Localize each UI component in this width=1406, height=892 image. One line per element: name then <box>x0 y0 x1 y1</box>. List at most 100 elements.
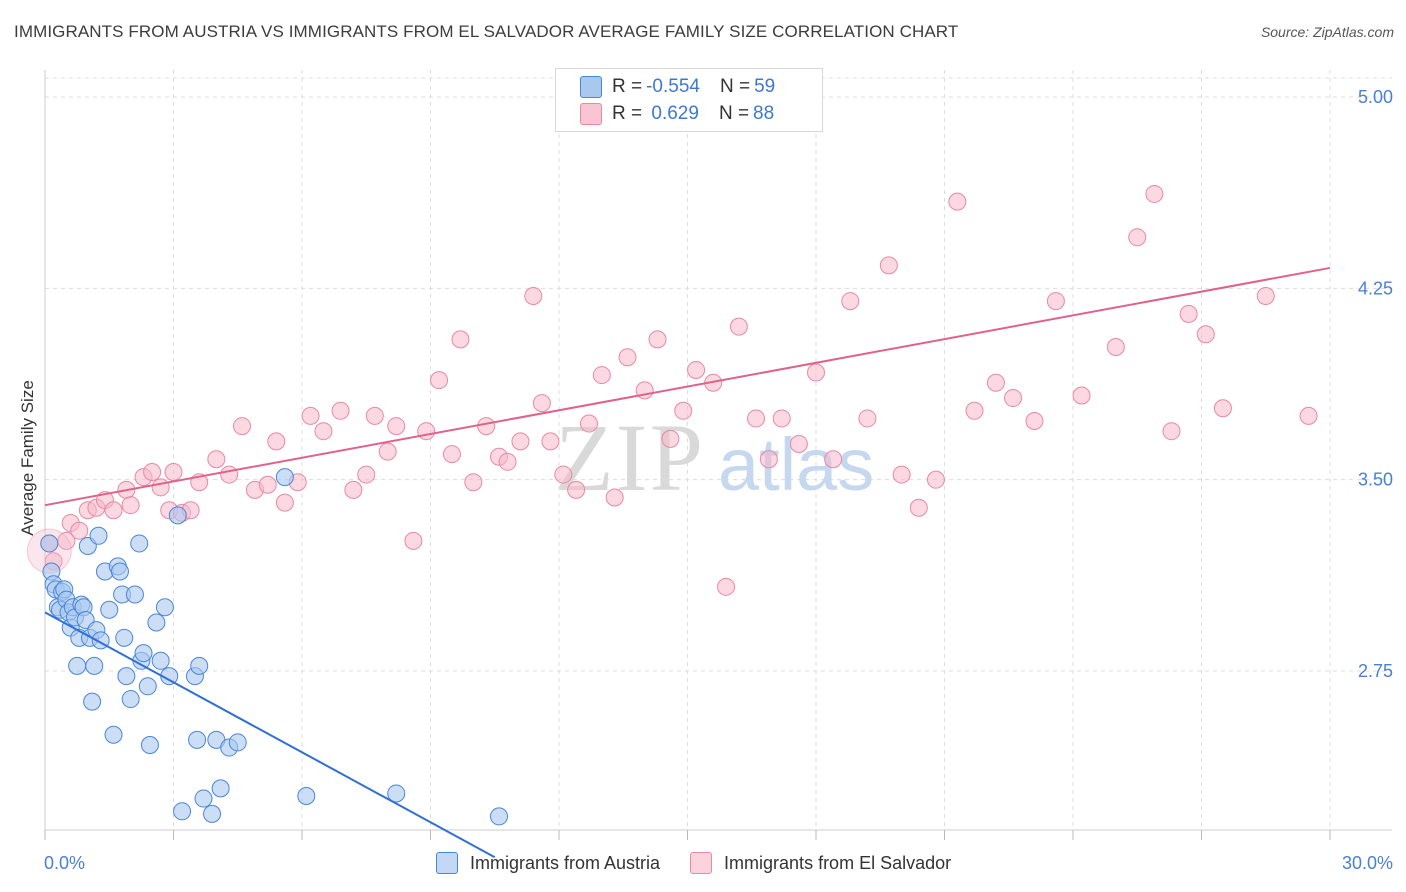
legend-n-label: N = <box>719 76 751 97</box>
chart-title: IMMIGRANTS FROM AUSTRIA VS IMMIGRANTS FR… <box>14 22 959 41</box>
salvador-point <box>357 465 376 484</box>
salvador-point <box>1046 292 1065 311</box>
legend-row-salvador: R = 0.629 N = 88 <box>580 101 774 127</box>
salvador-point <box>1106 338 1125 357</box>
legend-n-label: N = <box>718 103 750 124</box>
salvador-trend-line <box>44 266 1331 507</box>
legend-n-value: 59 <box>754 76 776 97</box>
x-tick-label: 0.0% <box>44 853 85 873</box>
austria-point <box>68 656 87 675</box>
y-tick-label: 5.00 <box>1358 87 1393 107</box>
austria-point <box>147 613 166 632</box>
salvador-point <box>164 463 183 482</box>
salvador-point <box>717 577 736 596</box>
salvador-point <box>965 401 984 420</box>
austria-point <box>140 735 159 754</box>
tick-labels: 5.00 4.25 3.50 2.75 0.0% 30.0% <box>44 87 1393 873</box>
salvador-point <box>233 417 252 436</box>
series-legend-austria-label: Immigrants from Austria <box>470 852 661 873</box>
austria-point <box>104 725 123 744</box>
austria-point <box>115 628 134 647</box>
salvador-point <box>541 432 560 451</box>
salvador-point <box>378 442 397 461</box>
salvador-point <box>1072 386 1091 405</box>
austria-point <box>138 677 157 696</box>
salvador-point <box>464 473 483 492</box>
salvador-point <box>554 465 573 484</box>
salvador-point <box>404 531 423 550</box>
salvador-point <box>592 366 611 385</box>
salvador-point <box>605 488 624 507</box>
austria-point <box>211 779 230 798</box>
salvador-point <box>1004 389 1023 408</box>
watermark: ZIP atlas <box>555 404 874 511</box>
salvador-point <box>1196 325 1215 344</box>
austria-point <box>125 585 144 604</box>
salvador-point <box>948 192 967 211</box>
austria-point <box>190 656 209 675</box>
salvador-point <box>1213 399 1232 418</box>
salvador-point <box>579 414 598 433</box>
salvador-point <box>220 465 239 484</box>
austria-point <box>151 651 170 670</box>
trend-lines <box>44 266 1331 859</box>
austria-point <box>188 730 207 749</box>
salvador-point <box>417 422 436 441</box>
legend-r-value: -0.554 <box>646 76 700 97</box>
salvador-point <box>1145 184 1164 203</box>
austria-point <box>387 784 406 803</box>
axes <box>44 70 1392 840</box>
austria-swatch <box>436 852 458 874</box>
salvador-swatch <box>580 103 602 125</box>
salvador-point <box>926 470 945 489</box>
y-tick-label: 4.25 <box>1358 278 1393 298</box>
series-legend-salvador-label: Immigrants from El Salvador <box>724 852 952 873</box>
salvador-point <box>524 286 543 305</box>
salvador-point <box>1179 304 1198 323</box>
salvador-point <box>1162 422 1181 441</box>
y-tick-label: 2.75 <box>1358 661 1393 681</box>
austria-point <box>117 667 136 686</box>
salvador-swatch <box>690 852 713 874</box>
austria-point <box>194 789 213 808</box>
salvador-point <box>104 501 123 520</box>
salvador-point <box>143 463 162 482</box>
austria-point <box>85 656 104 675</box>
austria-point <box>275 468 294 487</box>
salvador-point <box>858 409 877 428</box>
salvador-point <box>567 480 586 499</box>
y-axis-title: Average Family Size <box>18 380 37 536</box>
salvador-point <box>747 409 766 428</box>
salvador-point <box>207 450 226 469</box>
salvador-point <box>661 429 680 448</box>
salvador-point <box>841 292 860 311</box>
source-label: Source: ZipAtlas.com <box>1260 24 1394 40</box>
salvador-point <box>275 493 294 512</box>
salvador-point <box>387 417 406 436</box>
salvador-point <box>258 475 277 494</box>
legend-row-austria: R = -0.554 N = 59 <box>580 74 775 100</box>
salvador-point <box>70 521 89 540</box>
austria-point <box>203 804 222 823</box>
salvador-point <box>807 363 825 382</box>
austria-point <box>89 526 108 545</box>
salvador-point <box>331 401 350 420</box>
legend-r-value: 0.629 <box>646 103 699 124</box>
salvador-point <box>344 480 363 499</box>
salvador-point <box>772 409 791 428</box>
salvador-point <box>1256 286 1275 305</box>
austria-points <box>40 468 509 826</box>
austria-point <box>168 506 187 525</box>
austria-trend-line <box>44 611 496 859</box>
salvador-point <box>687 360 706 379</box>
legend-r-label: R = <box>612 103 643 124</box>
salvador-point <box>430 371 449 390</box>
salvador-point <box>151 478 170 497</box>
salvador-point <box>986 373 1005 392</box>
series-legend: Immigrants from Austria Immigrants from … <box>436 852 981 874</box>
salvador-point <box>314 422 333 441</box>
austria-point <box>121 690 140 709</box>
salvador-point <box>267 432 286 451</box>
correlation-legend: R = -0.554 N = 59 R = 0.629 N = 88 <box>555 68 823 132</box>
